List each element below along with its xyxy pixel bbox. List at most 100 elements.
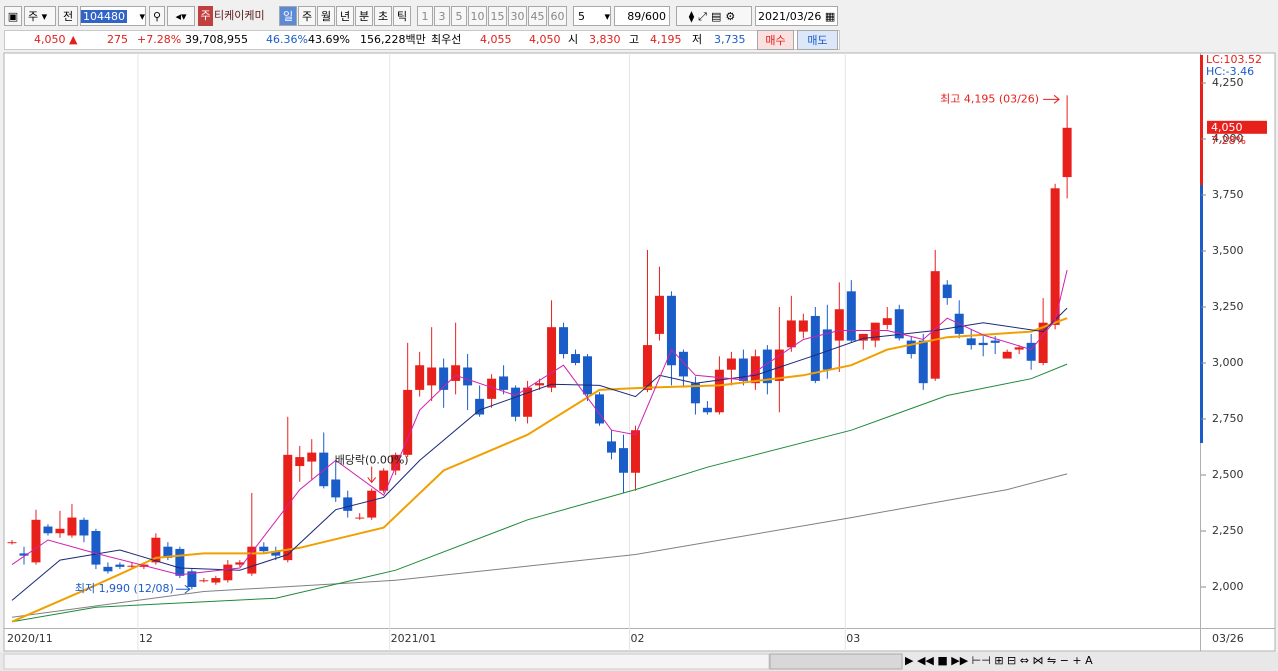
candle-body xyxy=(834,309,844,341)
moving-average xyxy=(11,317,1068,623)
sell-button[interactable]: 매도 xyxy=(797,30,838,50)
candle-body xyxy=(511,387,521,417)
candle-body xyxy=(978,342,988,346)
lc-label: LC:103.52 xyxy=(1206,53,1262,66)
candle-body xyxy=(319,452,329,487)
candle-body xyxy=(822,329,832,370)
candle-body xyxy=(31,519,41,563)
candle-body xyxy=(1038,322,1048,364)
candle-body xyxy=(870,322,880,341)
open: 3,830 xyxy=(589,33,621,46)
y-tick-label: 2,000 xyxy=(1212,580,1244,593)
moving-average xyxy=(11,363,1068,623)
period-button[interactable]: 분 xyxy=(355,6,373,26)
y-tick-label: 2,750 xyxy=(1212,412,1244,425)
last-price-tag xyxy=(1207,120,1267,134)
buy-button[interactable]: 매수 xyxy=(757,30,794,50)
candle-body xyxy=(271,551,281,556)
low-annotation: 최저 1,990 (12/08) xyxy=(75,582,174,595)
ask: 4,055 xyxy=(480,33,512,46)
count[interactable]: 89/600 xyxy=(614,6,670,26)
y-tick-label: 3,500 xyxy=(1212,244,1244,257)
y-tick-label: 3,250 xyxy=(1212,300,1244,313)
quote-bar xyxy=(4,30,840,50)
period-button[interactable]: 일 xyxy=(279,6,297,26)
moving-average xyxy=(11,307,1068,601)
period-button[interactable]: 주 xyxy=(298,6,316,26)
chart-icon[interactable]: ▣ xyxy=(4,6,22,26)
scroll-thumb[interactable] xyxy=(769,653,903,670)
candle-body xyxy=(666,295,676,366)
candle-body xyxy=(1014,347,1024,350)
moving-average xyxy=(11,269,1068,576)
interval-button[interactable]: 45 xyxy=(528,6,547,26)
candle-body xyxy=(858,333,868,341)
candle-body xyxy=(942,284,952,299)
period-button[interactable]: 월 xyxy=(317,6,335,26)
x-tick-label: 03/26 xyxy=(1212,632,1244,645)
last-change: 7.28% xyxy=(1211,134,1246,147)
candle-body xyxy=(499,376,509,390)
candle-body xyxy=(618,448,628,473)
candle-body xyxy=(595,394,605,424)
candle-body xyxy=(906,340,916,355)
search-icon[interactable]: ⚲ xyxy=(149,6,165,26)
x-tick-label: 12 xyxy=(139,632,153,645)
hc-label: HC:-3.46 xyxy=(1206,65,1254,78)
code-input[interactable]: 104480 ▾ xyxy=(80,6,146,26)
x-tick-label: 02 xyxy=(630,632,644,645)
period-button[interactable]: 틱 xyxy=(393,6,411,26)
range-bar-up xyxy=(1200,55,1203,185)
chart-frame xyxy=(3,52,1276,652)
interval-button[interactable]: 15 xyxy=(488,6,507,26)
candle-body xyxy=(43,526,53,534)
candle-body xyxy=(103,566,113,572)
candle-body xyxy=(223,564,233,581)
candle-body xyxy=(427,367,437,386)
interval-button[interactable]: 5 xyxy=(451,6,467,26)
candle-body xyxy=(127,565,137,567)
x-tick-label: 2020/11 xyxy=(7,632,53,645)
candle-body xyxy=(882,318,892,325)
x-tick-label: 03 xyxy=(846,632,860,645)
candle-body xyxy=(798,320,808,332)
date-input[interactable]: 2021/03/26 ▦ xyxy=(755,6,838,26)
candle-body xyxy=(187,571,197,588)
candle-body xyxy=(415,365,425,390)
candle-body xyxy=(55,528,65,534)
candle-body xyxy=(247,546,257,574)
y-tick-label: 3,750 xyxy=(1212,188,1244,201)
candle-body xyxy=(367,490,377,518)
interval-select[interactable]: 5 ▾ xyxy=(573,6,611,26)
y-tick-label: 4,250 xyxy=(1212,76,1244,89)
candle-body xyxy=(583,356,593,395)
candle-body xyxy=(67,517,77,536)
high-annotation: 최고 4,195 (03/26) xyxy=(940,92,1039,105)
change: 275 xyxy=(107,33,128,46)
interval-button[interactable]: 30 xyxy=(508,6,527,26)
candle-body xyxy=(690,383,700,404)
scope[interactable]: 전 xyxy=(58,6,78,26)
interval-button[interactable]: 1 xyxy=(417,6,433,26)
period-button[interactable]: 년 xyxy=(336,6,354,26)
candle-body xyxy=(391,454,401,471)
sound-icon[interactable]: ◂▾ xyxy=(167,6,195,26)
scroll-track[interactable] xyxy=(3,653,770,670)
interval-button[interactable]: 10 xyxy=(468,6,487,26)
candle-body xyxy=(1026,342,1036,361)
scroll-controls[interactable]: ▶ ◀◀ ■ ▶▶ ⊢⊣ ⊞ ⊟ ⇔ ⋈ ⇋ − + A xyxy=(905,654,1093,667)
candle-body xyxy=(990,340,1000,343)
tool-icons[interactable]: ⧫⤢▤⚙ xyxy=(676,6,752,26)
candle-body xyxy=(175,548,185,576)
period-button[interactable]: 초 xyxy=(374,6,392,26)
candle-body xyxy=(654,295,664,334)
candle-body xyxy=(1002,351,1012,359)
price: 4,050 ▲ xyxy=(34,33,78,46)
interval-button[interactable]: 3 xyxy=(434,6,450,26)
interval-button[interactable]: 60 xyxy=(548,6,567,26)
candle-body xyxy=(211,578,221,583)
y-tick-label: 3,000 xyxy=(1212,356,1244,369)
market-select[interactable]: 주 ▾ xyxy=(24,6,56,26)
candle-body xyxy=(115,564,125,567)
